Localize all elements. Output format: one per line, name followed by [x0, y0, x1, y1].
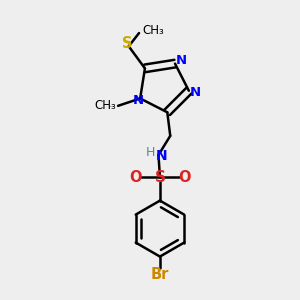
Text: H: H [146, 146, 155, 159]
Text: CH₃: CH₃ [95, 99, 117, 112]
Text: N: N [156, 149, 167, 164]
Text: S: S [154, 169, 165, 184]
Text: N: N [133, 94, 144, 107]
Text: N: N [190, 86, 201, 99]
Text: O: O [129, 169, 142, 184]
Text: N: N [176, 54, 187, 67]
Text: methyl: methyl [109, 106, 114, 107]
Text: S: S [122, 36, 133, 51]
Text: CH₃: CH₃ [142, 24, 164, 37]
Text: O: O [178, 169, 190, 184]
Text: Br: Br [151, 267, 169, 282]
